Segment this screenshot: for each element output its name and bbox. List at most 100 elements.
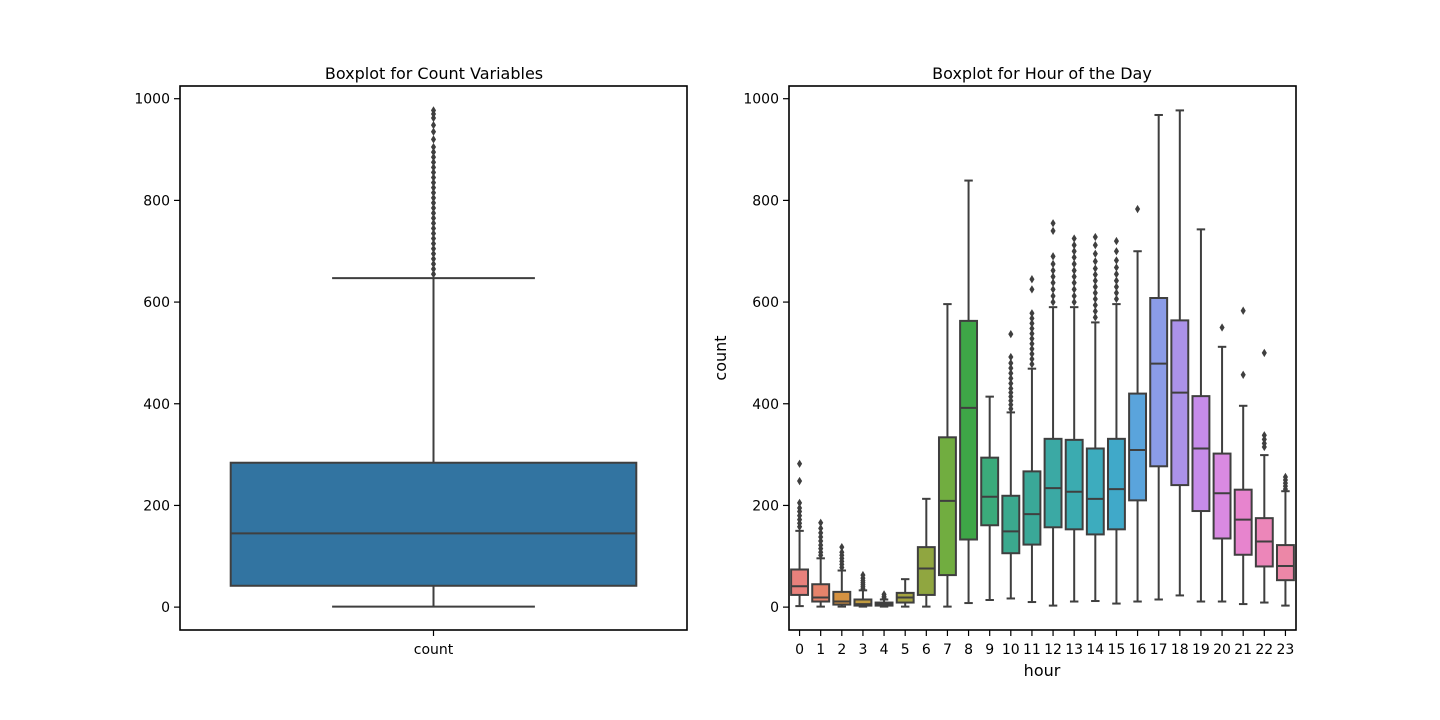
x-tick-label: 9 [985, 642, 994, 658]
outlier-point [430, 269, 437, 279]
outlier-point [430, 188, 437, 197]
outlier-point [1092, 240, 1098, 250]
outlier-point [430, 127, 437, 136]
panel-hour: Boxplot for Hour of the Day 020040060080… [711, 64, 1297, 680]
outlier-point [818, 528, 824, 538]
outlier-point [430, 224, 437, 233]
box-iqr [937, 436, 957, 577]
outlier-point [1135, 204, 1141, 214]
outlier-point [430, 142, 437, 152]
outlier-point [1029, 319, 1035, 328]
box-count [229, 106, 638, 608]
outlier-point [860, 570, 866, 580]
outlier-point [1008, 364, 1014, 373]
box-iqr [1275, 544, 1295, 582]
box-21 [1233, 306, 1253, 606]
outlier-point [839, 548, 845, 557]
box-iqr [229, 461, 638, 587]
box-iqr [811, 583, 831, 603]
outlier-point [430, 120, 437, 130]
outlier-point [1092, 264, 1098, 273]
box-17 [1149, 113, 1169, 601]
box-iqr [1128, 392, 1148, 502]
x-tick-label: 6 [922, 642, 931, 658]
outlier-point [1050, 285, 1056, 294]
y-tick-label: 200 [752, 498, 779, 514]
outlier-point [1092, 270, 1098, 279]
outlier-point [1029, 344, 1035, 354]
outlier-point [1219, 323, 1225, 332]
y-tick-label: 600 [143, 295, 170, 311]
box-iqr [980, 456, 1000, 527]
outlier-point [1113, 256, 1119, 265]
outlier-point [430, 153, 437, 162]
x-tick-label: 5 [901, 642, 910, 658]
outlier-point [1092, 294, 1098, 304]
outlier-point [1113, 263, 1119, 272]
box-6 [916, 497, 936, 608]
outlier-point [1029, 314, 1035, 323]
outlier-point [1261, 431, 1267, 440]
outlier-point [1113, 276, 1119, 285]
box-22 [1254, 348, 1274, 604]
outlier-point [1113, 288, 1119, 298]
outlier-point [1282, 472, 1288, 482]
outlier-point [1240, 306, 1246, 315]
outlier-point [1092, 249, 1098, 258]
outlier-point [430, 259, 437, 269]
box-15 [1106, 236, 1126, 605]
x-tick-label: 12 [1044, 642, 1062, 658]
outlier-point [1113, 247, 1119, 256]
outlier-point [1029, 349, 1035, 359]
outlier-point [430, 208, 437, 218]
outlier-point [1008, 379, 1014, 388]
outlier-point [1113, 294, 1119, 304]
panel-count: Boxplot for Count Variables 0 200 400 600 80… [134, 64, 688, 658]
outlier-point [1029, 329, 1035, 338]
box-11 [1022, 275, 1042, 604]
outlier-point [1092, 232, 1098, 242]
y-tick-label: 800 [143, 193, 170, 209]
box-iqr [1064, 438, 1084, 531]
outlier-point [430, 168, 437, 177]
x-tick-label: 22 [1255, 642, 1273, 658]
outlier-point [1113, 282, 1119, 291]
outlier-point [1071, 297, 1077, 307]
outlier-point [1092, 307, 1098, 316]
outlier-point [1071, 234, 1077, 243]
outlier-point [797, 459, 803, 468]
outlier-point [797, 498, 803, 508]
x-tick-label: 14 [1086, 642, 1104, 658]
outlier-point [430, 229, 437, 238]
box-9 [980, 395, 1000, 602]
y-tick-label: 200 [143, 498, 170, 514]
x-axis-label-hour: hour [1024, 661, 1061, 680]
box-23 [1275, 472, 1295, 607]
outlier-point [1071, 291, 1077, 301]
outlier-point [430, 198, 437, 208]
outlier-point [1050, 252, 1056, 261]
box-14 [1085, 232, 1105, 603]
x-tick-label: 18 [1171, 642, 1189, 658]
outlier-point [430, 244, 437, 253]
box-iqr [1085, 447, 1105, 536]
y-tick-label: 400 [752, 397, 779, 413]
y-tick-label: 0 [770, 600, 779, 616]
outlier-point [430, 239, 437, 248]
outlier-point [839, 542, 845, 552]
outlier-point [1029, 354, 1035, 364]
outlier-point [1050, 219, 1056, 228]
box-iqr [1212, 452, 1232, 540]
outlier-point [1008, 329, 1014, 339]
y-axis-label-hour: count [711, 335, 730, 380]
outlier-point [1029, 285, 1035, 294]
outlier-point [1029, 339, 1035, 348]
outlier-point [1092, 300, 1098, 310]
outlier-point [430, 147, 437, 157]
box-iqr [832, 590, 852, 606]
outlier-point [430, 264, 437, 274]
outlier-point [430, 183, 437, 192]
outlier-point [1261, 348, 1267, 358]
